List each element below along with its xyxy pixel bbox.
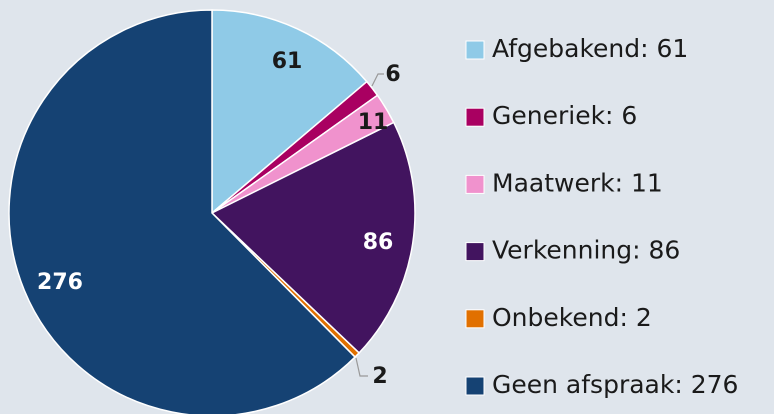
data-label: 6 — [385, 62, 400, 87]
data-label: 2 — [372, 364, 387, 389]
slice — [211, 9, 368, 215]
legend-swatch — [465, 174, 485, 194]
leader-line — [371, 73, 384, 87]
data-label: 11 — [358, 110, 389, 135]
slice — [210, 121, 416, 354]
legend-label: Verkenning: 86 — [492, 236, 680, 265]
legend-label: Maatwerk: 11 — [492, 168, 663, 197]
legend-label: Onbekend: 2 — [492, 303, 652, 332]
legend-swatch — [465, 309, 485, 329]
legend-swatch — [465, 242, 485, 262]
data-label: 86 — [363, 230, 394, 255]
legend-swatch — [465, 40, 485, 60]
slice — [8, 9, 357, 414]
legend-label: Generiek: 6 — [492, 101, 637, 130]
legend-swatch — [465, 107, 485, 127]
data-label: 61 — [272, 49, 303, 74]
legend-label: Afgebakend: 61 — [492, 34, 688, 63]
leader-line — [355, 357, 368, 377]
legend-label: Geen afspraak: 276 — [492, 370, 738, 399]
data-label: 276 — [37, 270, 83, 295]
pie — [8, 9, 416, 414]
legend-swatch — [465, 376, 485, 396]
